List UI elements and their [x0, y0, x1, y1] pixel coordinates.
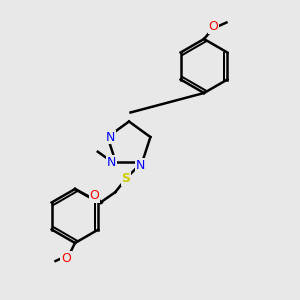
Text: N: N	[106, 130, 115, 143]
Text: O: O	[89, 189, 99, 202]
Text: O: O	[61, 251, 71, 265]
Text: N: N	[136, 159, 146, 172]
Text: N: N	[106, 156, 116, 169]
Text: S: S	[121, 172, 130, 185]
Text: O: O	[209, 20, 218, 34]
